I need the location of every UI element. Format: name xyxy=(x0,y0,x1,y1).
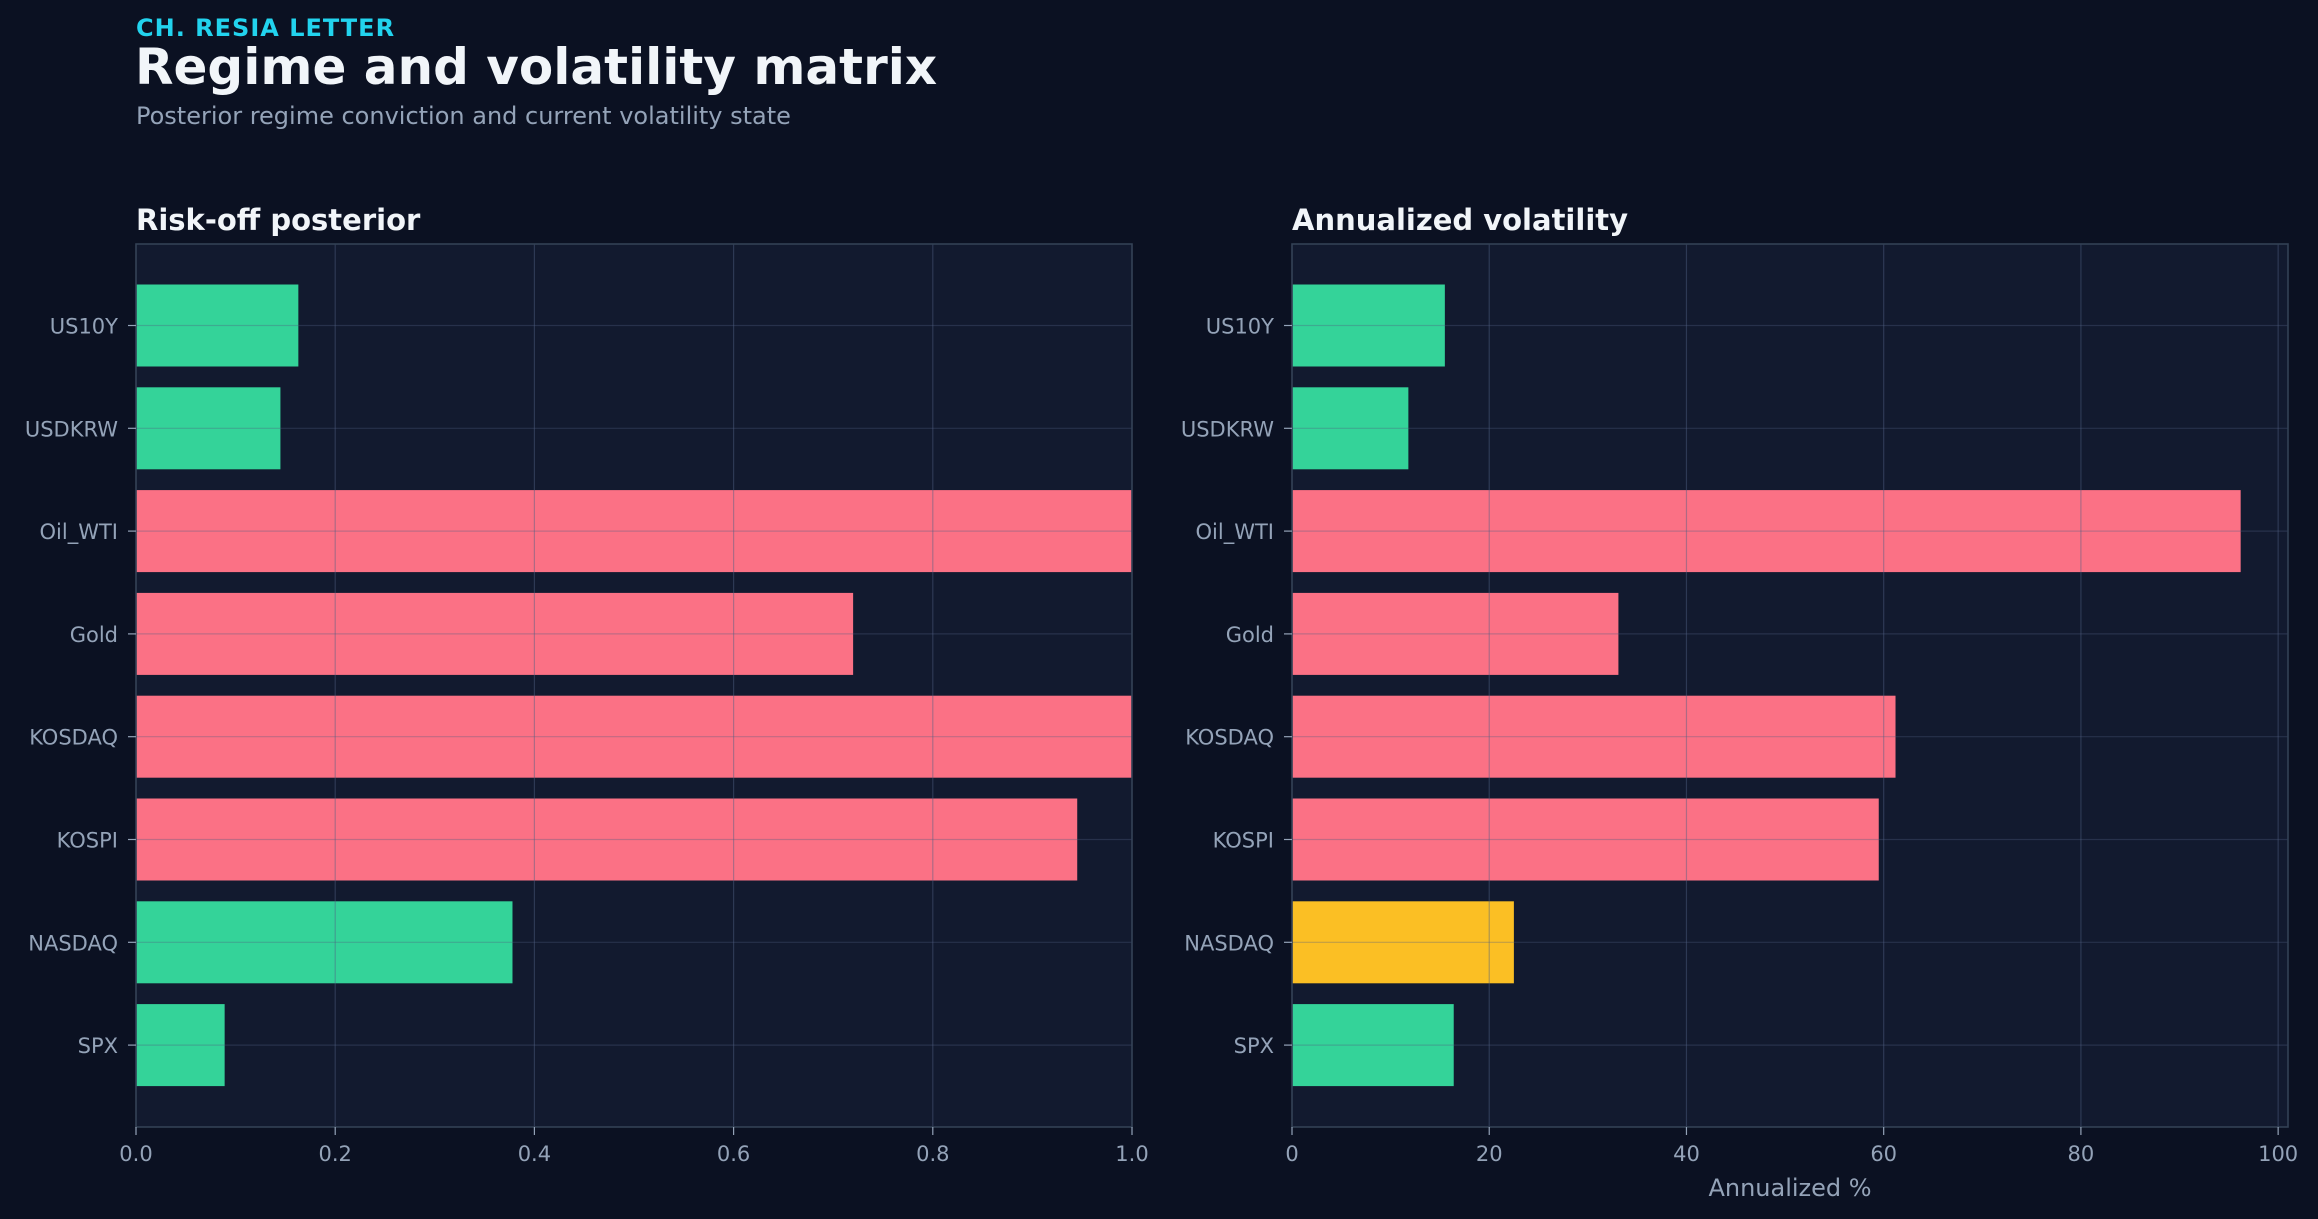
x-tick-label: 40 xyxy=(1673,1142,1700,1166)
bar-oil_wti xyxy=(136,490,1132,573)
bar-spx xyxy=(136,1004,225,1087)
plot-frame xyxy=(1291,243,2289,1128)
x-tick-label: 1.0 xyxy=(1115,1142,1148,1166)
y-tick-label: KOSDAQ xyxy=(29,726,118,750)
page-title: Regime and volatility matrix xyxy=(135,38,938,96)
y-tick-label: KOSPI xyxy=(57,829,118,853)
bar-spx xyxy=(1292,1004,1454,1087)
plot-area xyxy=(136,244,1132,1127)
plot-frame xyxy=(135,243,1133,1128)
plot-area xyxy=(1292,244,2288,1127)
chart-panel-1: Risk-off posterior US10Y USDKRW Oil_WTI Gold… xyxy=(25,203,1149,1166)
bar-us10y xyxy=(136,284,299,367)
x-tick-label: 0.8 xyxy=(916,1142,949,1166)
y-tick-label: US10Y xyxy=(1206,315,1274,339)
kicker: CH. RESIA LETTER xyxy=(136,14,396,42)
y-tick-label: USDKRW xyxy=(25,417,118,441)
bar-nasdaq xyxy=(1292,901,1514,984)
y-tick-label: Gold xyxy=(1226,623,1274,647)
bar-gold xyxy=(136,592,854,675)
y-tick-label: NASDAQ xyxy=(1184,931,1274,955)
y-tick-label: Gold xyxy=(70,623,118,647)
bar-kospi xyxy=(1292,798,1879,881)
x-tick-label: 60 xyxy=(1870,1142,1897,1166)
y-tick-label: Oil_WTI xyxy=(40,520,118,545)
x-tick-label: 20 xyxy=(1476,1142,1503,1166)
x-tick-label: 0 xyxy=(1285,1142,1298,1166)
bar-gold xyxy=(1292,592,1619,675)
y-tick-label: USDKRW xyxy=(1181,417,1274,441)
chart-panel-2: Annualized volatility US10Y USDKRW Oil_WTI G… xyxy=(1181,203,2298,1202)
x-tick-label: 100 xyxy=(2258,1142,2298,1166)
x-tick-label: 80 xyxy=(2068,1142,2095,1166)
y-tick-label: KOSDAQ xyxy=(1185,726,1274,750)
bar-kosdaq xyxy=(136,695,1132,778)
bar-nasdaq xyxy=(136,901,513,984)
bar-oil_wti xyxy=(1292,490,2241,573)
bar-kosdaq xyxy=(1292,695,1896,778)
x-tick-label: 0.2 xyxy=(318,1142,351,1166)
bar-us10y xyxy=(1292,284,1445,367)
y-tick-label: NASDAQ xyxy=(28,931,118,955)
y-tick-label: Oil_WTI xyxy=(1196,520,1274,545)
x-tick-label: 0.6 xyxy=(717,1142,750,1166)
bar-usdkrw xyxy=(136,387,281,470)
page-subtitle: Posterior regime conviction and current … xyxy=(136,102,791,130)
y-tick-label: US10Y xyxy=(50,315,118,339)
bar-kospi xyxy=(136,798,1078,881)
x-tick-label: 0.4 xyxy=(518,1142,551,1166)
x-tick-label: 0.0 xyxy=(119,1142,152,1166)
y-tick-label: KOSPI xyxy=(1213,829,1274,853)
x-axis-label: Annualized % xyxy=(1708,1174,1871,1202)
chart-title: Risk-off posterior xyxy=(136,203,421,237)
y-tick-label: SPX xyxy=(1234,1034,1274,1058)
bar-usdkrw xyxy=(1292,387,1409,470)
y-tick-label: SPX xyxy=(78,1034,118,1058)
chart-title: Annualized volatility xyxy=(1292,203,1628,237)
